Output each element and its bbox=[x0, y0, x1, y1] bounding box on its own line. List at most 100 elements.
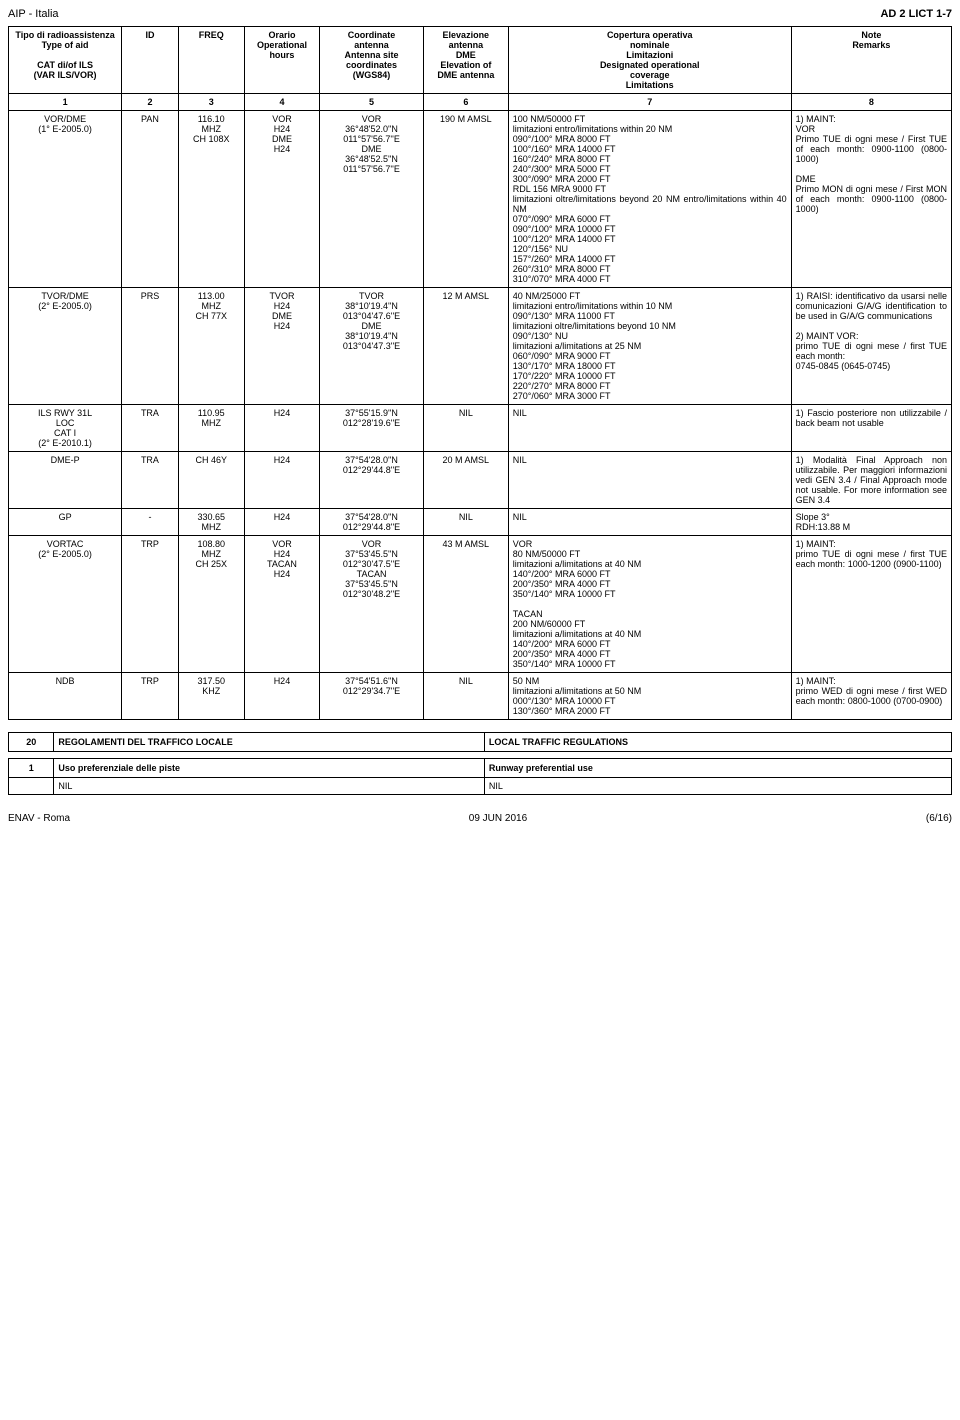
cell: H24 bbox=[244, 509, 319, 536]
section20-row: 20 REGOLAMENTI DEL TRAFFICO LOCALE LOCAL… bbox=[9, 733, 952, 752]
page-footer: ENAV - Roma 09 JUN 2016 (6/16) bbox=[8, 813, 952, 824]
cell: ILS RWY 31L LOC CAT I (2° E-2010.1) bbox=[9, 405, 122, 452]
cell: 1) RAISI: identificativo da usarsi nelle… bbox=[791, 288, 951, 405]
table-row: NDBTRP317.50 KHZH2437°54'51.6''N 012°29'… bbox=[9, 673, 952, 720]
col-header: FREQ bbox=[178, 27, 244, 94]
cell: VOR 80 NM/50000 FT limitazioni a/limitat… bbox=[508, 536, 791, 673]
table-row: GP-330.65 MHZH2437°54'28.0''N 012°29'44.… bbox=[9, 509, 952, 536]
col-num: 6 bbox=[423, 94, 508, 111]
cell: 37°54'28.0''N 012°29'44.8''E bbox=[320, 509, 424, 536]
cell: VORTAC (2° E-2005.0) bbox=[9, 536, 122, 673]
cell: - bbox=[122, 509, 179, 536]
sec20-num: 20 bbox=[9, 733, 54, 752]
page-header: AIP - Italia AD 2 LICT 1-7 bbox=[8, 8, 952, 20]
cell: NIL bbox=[508, 452, 791, 509]
col-num: 5 bbox=[320, 94, 424, 111]
col-header: Copertura operativa nominale Limitazioni… bbox=[508, 27, 791, 94]
ftr-mid: 09 JUN 2016 bbox=[469, 813, 527, 824]
cell: 12 M AMSL bbox=[423, 288, 508, 405]
sec1-lval: NIL bbox=[54, 778, 484, 795]
cell: H24 bbox=[244, 405, 319, 452]
cell: 1) Modalità Final Approach non utilizzab… bbox=[791, 452, 951, 509]
cell: PAN bbox=[122, 111, 179, 288]
section1-head: 1 Uso preferenziale delle piste Runway p… bbox=[9, 759, 952, 778]
col-num: 2 bbox=[122, 94, 179, 111]
cell: DME-P bbox=[9, 452, 122, 509]
col-num: 1 bbox=[9, 94, 122, 111]
sec1-left: Uso preferenziale delle piste bbox=[54, 759, 484, 778]
cell: VOR H24 DME H24 bbox=[244, 111, 319, 288]
cell: CH 46Y bbox=[178, 452, 244, 509]
table-row: DME-PTRACH 46YH2437°54'28.0''N 012°29'44… bbox=[9, 452, 952, 509]
section1-vals: NIL NIL bbox=[9, 778, 952, 795]
cell: 1) MAINT: VOR Primo TUE di ogni mese / F… bbox=[791, 111, 951, 288]
main-table: Tipo di radioassistenza Type of aid CAT … bbox=[8, 26, 952, 720]
cell: 37°54'28.0''N 012°29'44.8''E bbox=[320, 452, 424, 509]
cell: TRA bbox=[122, 405, 179, 452]
cell: TRP bbox=[122, 536, 179, 673]
cell: 190 M AMSL bbox=[423, 111, 508, 288]
cell: NIL bbox=[508, 509, 791, 536]
cell: TVOR H24 DME H24 bbox=[244, 288, 319, 405]
cell: TRA bbox=[122, 452, 179, 509]
cell: GP bbox=[9, 509, 122, 536]
cell: 110.95 MHZ bbox=[178, 405, 244, 452]
cell: 330.65 MHZ bbox=[178, 509, 244, 536]
cell: NIL bbox=[423, 405, 508, 452]
cell: NIL bbox=[423, 673, 508, 720]
cell: TRP bbox=[122, 673, 179, 720]
cell: VOR 37°53'45.5''N 012°30'47.5''E TACAN 3… bbox=[320, 536, 424, 673]
header-row: Tipo di radioassistenza Type of aid CAT … bbox=[9, 27, 952, 94]
cell: 20 M AMSL bbox=[423, 452, 508, 509]
table-row: VOR/DME (1° E-2005.0)PAN116.10 MHZ CH 10… bbox=[9, 111, 952, 288]
col-header: Tipo di radioassistenza Type of aid CAT … bbox=[9, 27, 122, 94]
cell: 1) MAINT: primo WED di ogni mese / first… bbox=[791, 673, 951, 720]
cell: 317.50 KHZ bbox=[178, 673, 244, 720]
ftr-left: ENAV - Roma bbox=[8, 813, 70, 824]
col-header: Orario Operational hours bbox=[244, 27, 319, 94]
cell: 37°54'51.6''N 012°29'34.7''E bbox=[320, 673, 424, 720]
hdr-left: AIP - Italia bbox=[8, 8, 59, 20]
col-num: 7 bbox=[508, 94, 791, 111]
sec20-right: LOCAL TRAFFIC REGULATIONS bbox=[484, 733, 951, 752]
cell: NIL bbox=[508, 405, 791, 452]
cell: 40 NM/25000 FT limitazioni entro/limitat… bbox=[508, 288, 791, 405]
cell: 113.00 MHZ CH 77X bbox=[178, 288, 244, 405]
num-row: 12345678 bbox=[9, 94, 952, 111]
cell: PRS bbox=[122, 288, 179, 405]
col-header: Elevazione antenna DME Elevation of DME … bbox=[423, 27, 508, 94]
sec1-right: Runway preferential use bbox=[484, 759, 951, 778]
cell: 37°55'15.9''N 012°28'19.6''E bbox=[320, 405, 424, 452]
cell: NDB bbox=[9, 673, 122, 720]
col-header: Note Remarks bbox=[791, 27, 951, 94]
ftr-right: (6/16) bbox=[926, 813, 952, 824]
cell: TVOR/DME (2° E-2005.0) bbox=[9, 288, 122, 405]
col-num: 4 bbox=[244, 94, 319, 111]
cell: 108.80 MHZ CH 25X bbox=[178, 536, 244, 673]
cell: 1) MAINT: primo TUE di ogni mese / first… bbox=[791, 536, 951, 673]
col-num: 8 bbox=[791, 94, 951, 111]
table-row: TVOR/DME (2° E-2005.0)PRS113.00 MHZ CH 7… bbox=[9, 288, 952, 405]
table-row: VORTAC (2° E-2005.0)TRP108.80 MHZ CH 25X… bbox=[9, 536, 952, 673]
cell: H24 bbox=[244, 673, 319, 720]
hdr-right: AD 2 LICT 1-7 bbox=[880, 8, 952, 20]
section20-table: 20 REGOLAMENTI DEL TRAFFICO LOCALE LOCAL… bbox=[8, 732, 952, 752]
sec1-num: 1 bbox=[9, 759, 54, 778]
sec1-rval: NIL bbox=[484, 778, 951, 795]
cell: 50 NM limitazioni a/limitations at 50 NM… bbox=[508, 673, 791, 720]
col-header: Coordinate antenna Antenna site coordina… bbox=[320, 27, 424, 94]
cell: NIL bbox=[423, 509, 508, 536]
cell: 116.10 MHZ CH 108X bbox=[178, 111, 244, 288]
cell: 100 NM/50000 FT limitazioni entro/limita… bbox=[508, 111, 791, 288]
cell: TVOR 38°10'19.4''N 013°04'47.6''E DME 38… bbox=[320, 288, 424, 405]
sec20-left: REGOLAMENTI DEL TRAFFICO LOCALE bbox=[54, 733, 484, 752]
cell: H24 bbox=[244, 452, 319, 509]
table-row: ILS RWY 31L LOC CAT I (2° E-2010.1)TRA11… bbox=[9, 405, 952, 452]
cell: Slope 3° RDH:13.88 M bbox=[791, 509, 951, 536]
cell: VOR 36°48'52.0''N 011°57'56.7''E DME 36°… bbox=[320, 111, 424, 288]
col-num: 3 bbox=[178, 94, 244, 111]
cell: VOR/DME (1° E-2005.0) bbox=[9, 111, 122, 288]
section1-table: 1 Uso preferenziale delle piste Runway p… bbox=[8, 758, 952, 795]
col-header: ID bbox=[122, 27, 179, 94]
cell: 43 M AMSL bbox=[423, 536, 508, 673]
